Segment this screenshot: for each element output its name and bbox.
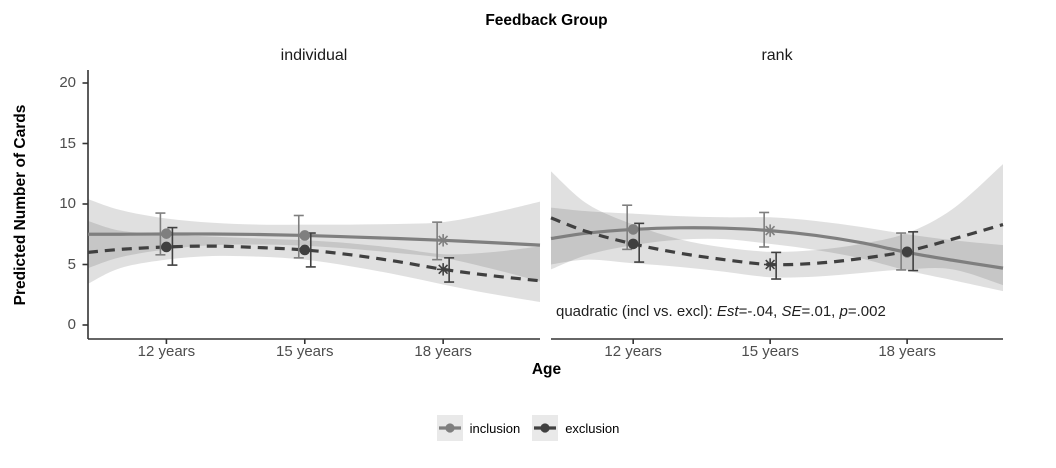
y-tick-label: 20 xyxy=(59,74,76,91)
annotation-segment: Est xyxy=(716,303,739,320)
exclusion-key-icon xyxy=(532,415,559,441)
legend-item-inclusion: inclusion xyxy=(436,415,521,441)
x-tick-label: 15 years xyxy=(275,343,334,360)
x-tick-label: 18 years xyxy=(878,343,936,360)
y-tick-label: 5 xyxy=(67,255,76,273)
annotation-text: quadratic (incl vs. excl): Est=-.04, SE=… xyxy=(556,303,886,320)
y-tick-label: 0 xyxy=(67,316,76,333)
legend: inclusion exclusion xyxy=(0,415,1056,441)
legend-label-exclusion: exclusion xyxy=(565,420,620,436)
chart-title: Feedback Group xyxy=(485,12,608,29)
annotation-segment: =-.04, xyxy=(738,303,782,320)
annotation-segment: =.002 xyxy=(847,303,886,320)
legend-label-inclusion: inclusion xyxy=(469,420,521,436)
x-tick-label: 12 years xyxy=(137,343,196,360)
x-tick-label: 15 years xyxy=(741,343,799,360)
facet-label-individual: individual xyxy=(280,47,348,64)
legend-item-exclusion: exclusion xyxy=(532,415,619,441)
annotation-segment: =.01, xyxy=(801,303,840,320)
y-tick-label: 10 xyxy=(59,195,76,212)
y-tick-label: 15 xyxy=(59,134,76,152)
annotation-segment: p xyxy=(839,303,848,320)
annotation-segment: quadratic (incl vs. excl): xyxy=(556,303,717,320)
annotation-segment: SE xyxy=(781,303,802,320)
x-axis-title: Age xyxy=(531,361,562,378)
x-tick-label: 12 years xyxy=(604,343,662,360)
inclusion-key-icon xyxy=(436,415,463,441)
facet-label-rank: rank xyxy=(761,47,793,64)
x-tick-label: 18 years xyxy=(414,343,472,360)
